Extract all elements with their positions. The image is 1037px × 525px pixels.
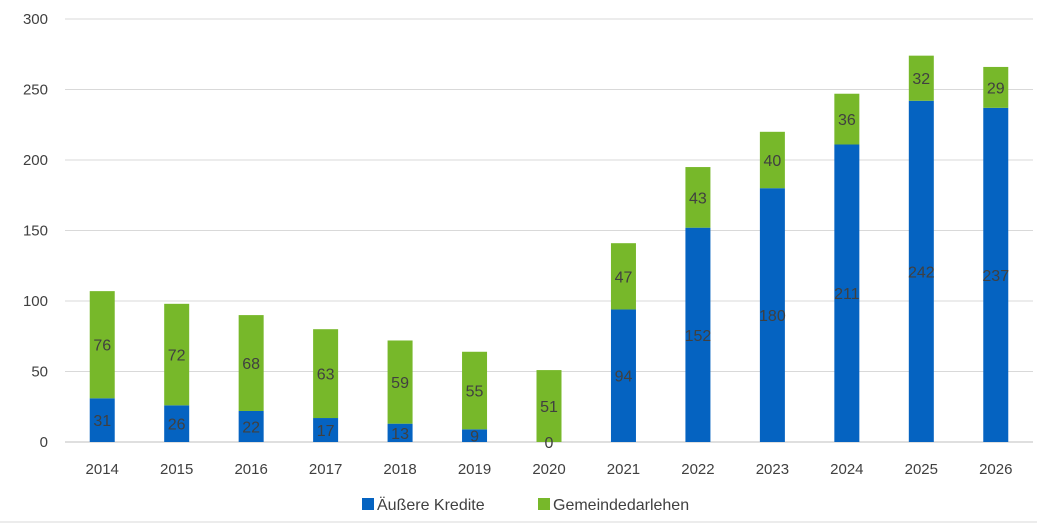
data-label: 22 <box>242 419 260 436</box>
data-label: 152 <box>685 328 712 345</box>
x-tick-label: 2019 <box>458 461 491 478</box>
data-label: 94 <box>615 369 633 386</box>
data-label: 55 <box>466 384 484 401</box>
x-tick-label: 2023 <box>756 461 789 478</box>
data-label: 242 <box>908 264 935 281</box>
legend-label: Gemeindedarlehen <box>553 497 689 514</box>
x-tick-label: 2022 <box>681 461 714 478</box>
data-label: 9 <box>470 429 479 446</box>
data-label: 180 <box>759 308 786 325</box>
x-tick-label: 2026 <box>979 461 1012 478</box>
bars <box>90 56 1009 442</box>
data-label: 31 <box>93 413 111 430</box>
data-label: 32 <box>912 71 930 88</box>
y-tick-label: 300 <box>23 11 48 28</box>
x-axis: 2014 2015 2016 2017 2018 2019 2020 2021 2022 2023… <box>86 461 1013 478</box>
y-tick-label: 150 <box>23 223 48 240</box>
data-label: 51 <box>540 399 558 416</box>
x-tick-label: 2016 <box>234 461 267 478</box>
data-label: 29 <box>987 80 1005 97</box>
data-label: 211 <box>834 286 860 303</box>
legend-item-aeussere-kredite: Äußere Kredite <box>362 496 485 514</box>
x-tick-label: 2025 <box>905 461 938 478</box>
data-label: 63 <box>317 367 335 384</box>
legend: Äußere Kredite Gemeindedarlehen <box>362 496 689 514</box>
x-tick-label: 2024 <box>830 461 863 478</box>
y-tick-label: 50 <box>31 364 48 381</box>
data-label: 43 <box>689 190 707 207</box>
x-tick-label: 2017 <box>309 461 342 478</box>
legend-item-gemeindedarlehen: Gemeindedarlehen <box>538 497 689 514</box>
data-label: 40 <box>763 153 781 170</box>
data-label: 72 <box>168 348 186 365</box>
legend-swatch <box>362 498 374 510</box>
data-label: 17 <box>317 423 335 440</box>
x-tick-label: 2020 <box>532 461 565 478</box>
y-tick-label: 250 <box>23 82 48 99</box>
x-tick-label: 2018 <box>383 461 416 478</box>
y-tick-label: 200 <box>23 152 48 169</box>
data-label: 26 <box>168 417 186 434</box>
legend-label: Äußere Kredite <box>377 496 485 514</box>
y-axis: 0 50 100 150 200 250 300 <box>23 11 48 451</box>
y-tick-label: 0 <box>40 434 48 451</box>
data-label: 237 <box>982 268 1009 285</box>
legend-swatch <box>538 498 550 510</box>
data-label: 0 <box>545 435 554 452</box>
x-tick-label: 2015 <box>160 461 193 478</box>
data-label: 36 <box>838 112 856 129</box>
data-label: 68 <box>242 356 260 373</box>
data-label: 59 <box>391 375 409 392</box>
data-label: 76 <box>93 338 111 355</box>
y-tick-label: 100 <box>23 293 48 310</box>
x-tick-label: 2014 <box>86 461 119 478</box>
x-tick-label: 2021 <box>607 461 640 478</box>
data-label: 47 <box>615 269 633 286</box>
data-label: 13 <box>391 426 409 443</box>
